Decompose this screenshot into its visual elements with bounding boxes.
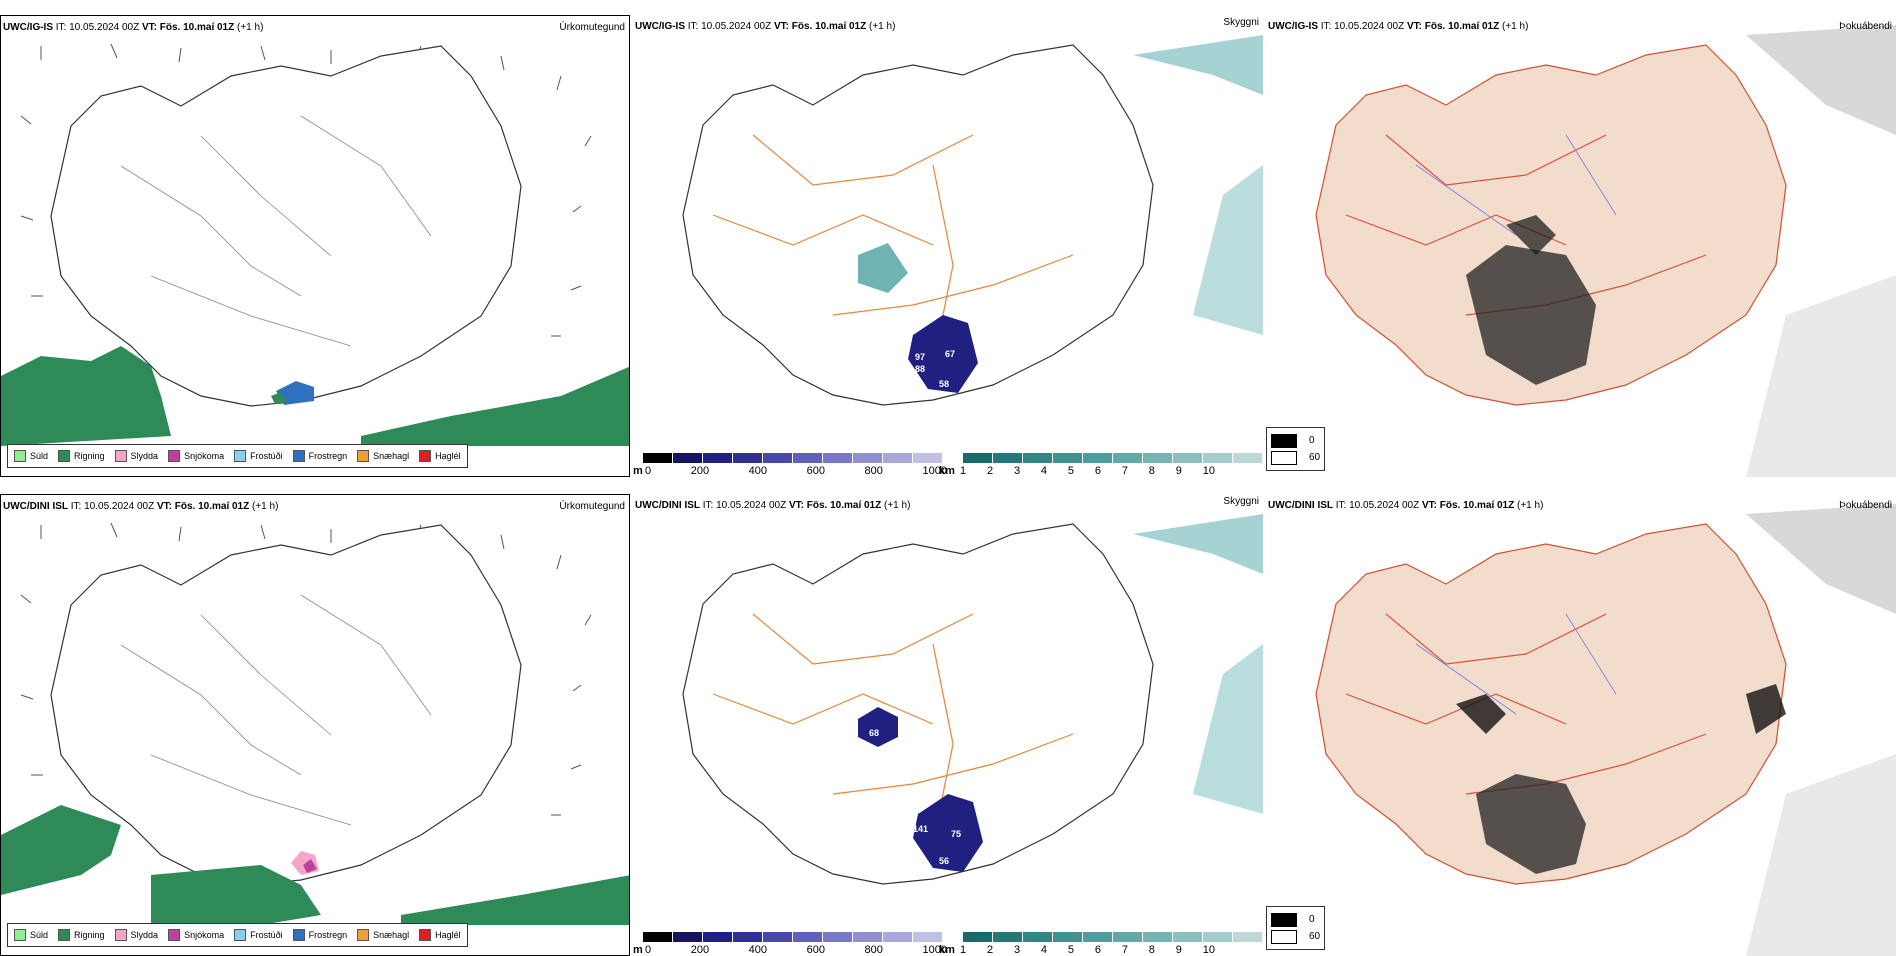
panel-header-row2-fog: UWC/DINI ISL IT: 10.05.2024 00Z VT: Fös.… [1268, 500, 1544, 511]
vis-km-ticks: 1 2 3 4 5 6 7 8 9 10 [960, 944, 1215, 956]
fog-legend-item: 60 [1271, 928, 1320, 945]
model-name: UWC/IG-IS [3, 22, 53, 33]
vis-m-colorbar-row1 [643, 453, 943, 463]
vis-label: 141 [913, 824, 928, 834]
vis-km-colorbar-row2 [963, 932, 1263, 942]
low-visibility-core-row2 [913, 794, 983, 872]
panel-title: Þokuábendi [1839, 500, 1892, 511]
fog-legend-row2: 0 60 [1266, 906, 1326, 950]
vis-km-unit: km [939, 944, 955, 956]
rain-area-southeast-2 [401, 875, 629, 925]
vis-label: 56 [939, 856, 949, 866]
legend-item: Rigning [58, 450, 105, 462]
vis-label: 68 [869, 728, 879, 738]
iceland-outline-vis-1 [682, 44, 1154, 406]
vis-label: 88 [915, 364, 925, 374]
visibility-map-row1: 97 88 67 58 17 [682, 35, 1263, 406]
vis-m-unit: m [633, 465, 643, 477]
fog-legend-item: 60 [1271, 449, 1320, 466]
fog-panel-row1: UWC/IG-IS IT: 10.05.2024 00Z VT: Fös. 10… [1266, 15, 1896, 477]
precip-map-row1 [1, 43, 629, 446]
precip-panel-row2: UWC/DINI ISL IT: 10.05.2024 00Z VT: Fös.… [0, 494, 630, 956]
vis-label: 67 [945, 349, 955, 359]
visibility-map-row2: 68 75 56 141 [682, 514, 1263, 885]
vis-label: 17 [915, 289, 925, 299]
legend-item: Súld [14, 450, 48, 462]
precip-map-row2 [1, 522, 629, 935]
rain-area-southeast-1 [361, 366, 629, 446]
iceland-outline-vis-2 [682, 523, 1154, 885]
fog-panel-row2: UWC/DINI ISL IT: 10.05.2024 00Z VT: Fös.… [1266, 494, 1896, 956]
fog-legend-item: 0 [1271, 432, 1320, 449]
rain-area-southwest-1 [1, 346, 171, 446]
legend-item: Snæhagl [357, 929, 409, 941]
vis-label: 75 [951, 829, 961, 839]
vis-label: 58 [939, 379, 949, 389]
legend-item: Frostúði [234, 450, 283, 462]
low-visibility-core-row1 [908, 315, 978, 393]
panel-header-row1-precip: UWC/IG-IS IT: 10.05.2024 00Z VT: Fös. 10… [3, 22, 264, 33]
legend-item: Snjókoma [168, 929, 224, 941]
panel-title: Þokuábendi [1839, 21, 1892, 32]
legend-item: Haglél [419, 450, 461, 462]
fog-map-row1 [1315, 25, 1896, 477]
iceland-outline-fog-1 [1315, 44, 1787, 406]
legend-item: Snjókoma [168, 450, 224, 462]
fog-map-row2 [1315, 504, 1896, 956]
precip-legend-row2: Súld Rigning Slydda Snjókoma Frostúði Fr… [7, 923, 468, 947]
panel-title: Úrkomutegund [559, 501, 625, 512]
legend-item: Slydda [114, 450, 158, 462]
fog-legend-item: 0 [1271, 911, 1320, 928]
legend-item: Haglél [419, 929, 461, 941]
legend-item: Slydda [114, 929, 158, 941]
legend-item: Frostregn [292, 929, 347, 941]
panel-header-row2-precip: UWC/DINI ISL IT: 10.05.2024 00Z VT: Fös.… [3, 501, 279, 512]
vis-m-unit: m [633, 944, 643, 956]
legend-item: Snæhagl [357, 450, 409, 462]
fog-legend-row1: 0 60 [1266, 427, 1326, 471]
rain-area-southwest-2 [1, 805, 121, 895]
precip-legend-row1: Súld Rigning Slydda Snjókoma Frostúði Fr… [7, 444, 468, 468]
legend-item: Frostregn [292, 450, 347, 462]
vis-label: 97 [915, 352, 925, 362]
panel-title: Skyggni [1223, 17, 1259, 28]
legend-item: Súld [14, 929, 48, 941]
panel-title: Úrkomutegund [559, 22, 625, 33]
vis-m-ticks: 0 200 400 600 800 1000 [645, 465, 947, 477]
vis-m-ticks: 0 200 400 600 800 1000 [645, 944, 947, 956]
iceland-outline-precip-2 [50, 524, 522, 886]
precip-panel-row1: UWC/IG-IS IT: 10.05.2024 00Z VT: Fös. 10… [0, 15, 630, 477]
panel-header-row1-fog: UWC/IG-IS IT: 10.05.2024 00Z VT: Fös. 10… [1268, 21, 1529, 32]
vis-km-colorbar-row1 [963, 453, 1263, 463]
panel-header-row1-vis: UWC/IG-IS IT: 10.05.2024 00Z VT: Fös. 10… [635, 21, 896, 32]
visibility-panel-row1: 97 88 67 58 17 UWC/IG-IS IT: 10.05.2024 … [633, 15, 1263, 477]
iceland-outline-fog-2 [1315, 523, 1787, 885]
visibility-panel-row2: 68 75 56 141 UWC/DINI ISL IT: 10.05.2024… [633, 494, 1263, 956]
iceland-outline-precip-1 [50, 45, 522, 407]
panel-header-row2-vis: UWC/DINI ISL IT: 10.05.2024 00Z VT: Fös.… [635, 500, 911, 511]
legend-item: Frostúði [234, 929, 283, 941]
panel-title: Skyggni [1223, 496, 1259, 507]
vis-km-unit: km [939, 465, 955, 477]
vis-m-colorbar-row2 [643, 932, 943, 942]
vis-km-ticks: 1 2 3 4 5 6 7 8 9 10 [960, 465, 1215, 477]
legend-item: Rigning [58, 929, 105, 941]
